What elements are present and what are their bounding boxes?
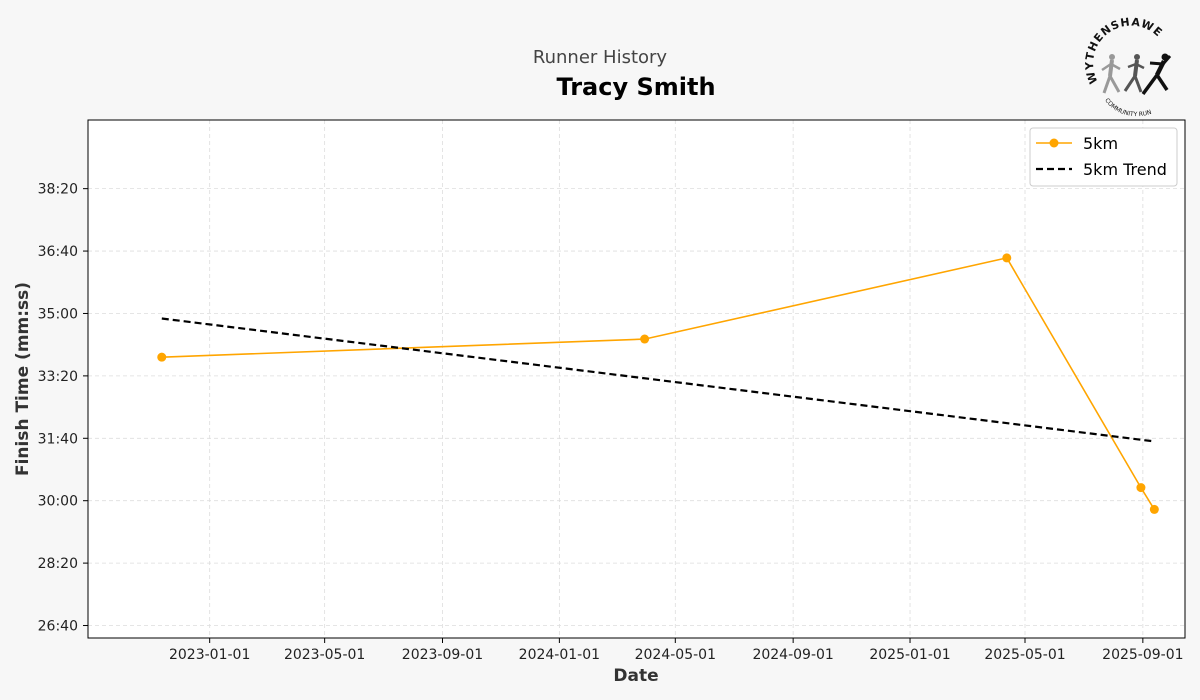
legend-items: 5km 5km Trend <box>1036 134 1167 179</box>
x-tick-label: 2025-01-01 <box>869 647 950 663</box>
y-tick-label: 38:20 <box>38 182 78 198</box>
y-tick-label: 36:40 <box>38 244 78 260</box>
plot-area: 2023-01-01 2023-05-01 2023-09-01 2024-01-01… <box>38 119 1186 663</box>
x-tick-label: 2024-09-01 <box>752 647 833 663</box>
x-tick-label: 2023-01-01 <box>169 647 250 663</box>
logo-subtitle: COMMUNITY RUN <box>1103 97 1152 118</box>
y-tick-label: 28:20 <box>38 556 78 572</box>
data-point-5km[interactable] <box>640 334 650 344</box>
runner-silhouette-icon-black <box>1141 53 1172 96</box>
y-tick-label: 33:20 <box>38 369 78 385</box>
runner-silhouette-icon-grey <box>1101 54 1121 94</box>
data-point-5km[interactable] <box>1136 483 1146 493</box>
legend-label-5km-trend: 5km Trend <box>1083 160 1167 179</box>
logo-text: WYTHENSHAWE <box>1083 15 1165 85</box>
data-point-5km[interactable] <box>1149 504 1159 514</box>
plot-frame <box>87 119 1186 639</box>
x-tick-label: 2023-05-01 <box>284 647 365 663</box>
y-tick-label: 26:40 <box>38 619 78 635</box>
legend: 5km 5km Trend <box>1029 127 1178 187</box>
y-axis-ticks: 26:40 28:20 30:00 31:40 33:20 35:00 36:40 38:20 <box>38 182 88 635</box>
chart-title: Tracy Smith <box>556 73 715 101</box>
wythenshawe-logo: WYTHENSHAWE COMMUNITY RUN <box>1083 15 1172 118</box>
series-layer <box>157 253 1159 514</box>
legend-label-5km: 5km <box>1083 134 1118 153</box>
chart-suptitle: Runner History <box>533 47 668 68</box>
plot-background <box>88 120 1185 638</box>
x-axis-ticks: 2023-01-01 2023-05-01 2023-09-01 2024-01-01… <box>169 638 1184 663</box>
x-tick-label: 2025-05-01 <box>984 647 1065 663</box>
y-axis-label: Finish Time (mm:ss) <box>13 282 33 476</box>
series-line-5km-trend <box>161 317 1155 443</box>
y-tick-label: 31:40 <box>38 431 78 447</box>
data-point-5km[interactable] <box>1002 253 1012 263</box>
x-tick-label: 2024-01-01 <box>519 647 600 663</box>
data-point-5km[interactable] <box>157 352 167 362</box>
x-axis-label: Date <box>613 666 658 686</box>
x-tick-label: 2024-05-01 <box>635 647 716 663</box>
y-tick-label: 30:00 <box>38 494 78 510</box>
runner-silhouette-icon-dark <box>1123 54 1145 93</box>
x-tick-label: 2023-09-01 <box>402 647 483 663</box>
grid <box>88 120 1185 638</box>
y-tick-label: 35:00 <box>38 306 78 322</box>
legend-marker-5km <box>1049 138 1059 148</box>
x-tick-label: 2025-09-01 <box>1102 647 1183 663</box>
